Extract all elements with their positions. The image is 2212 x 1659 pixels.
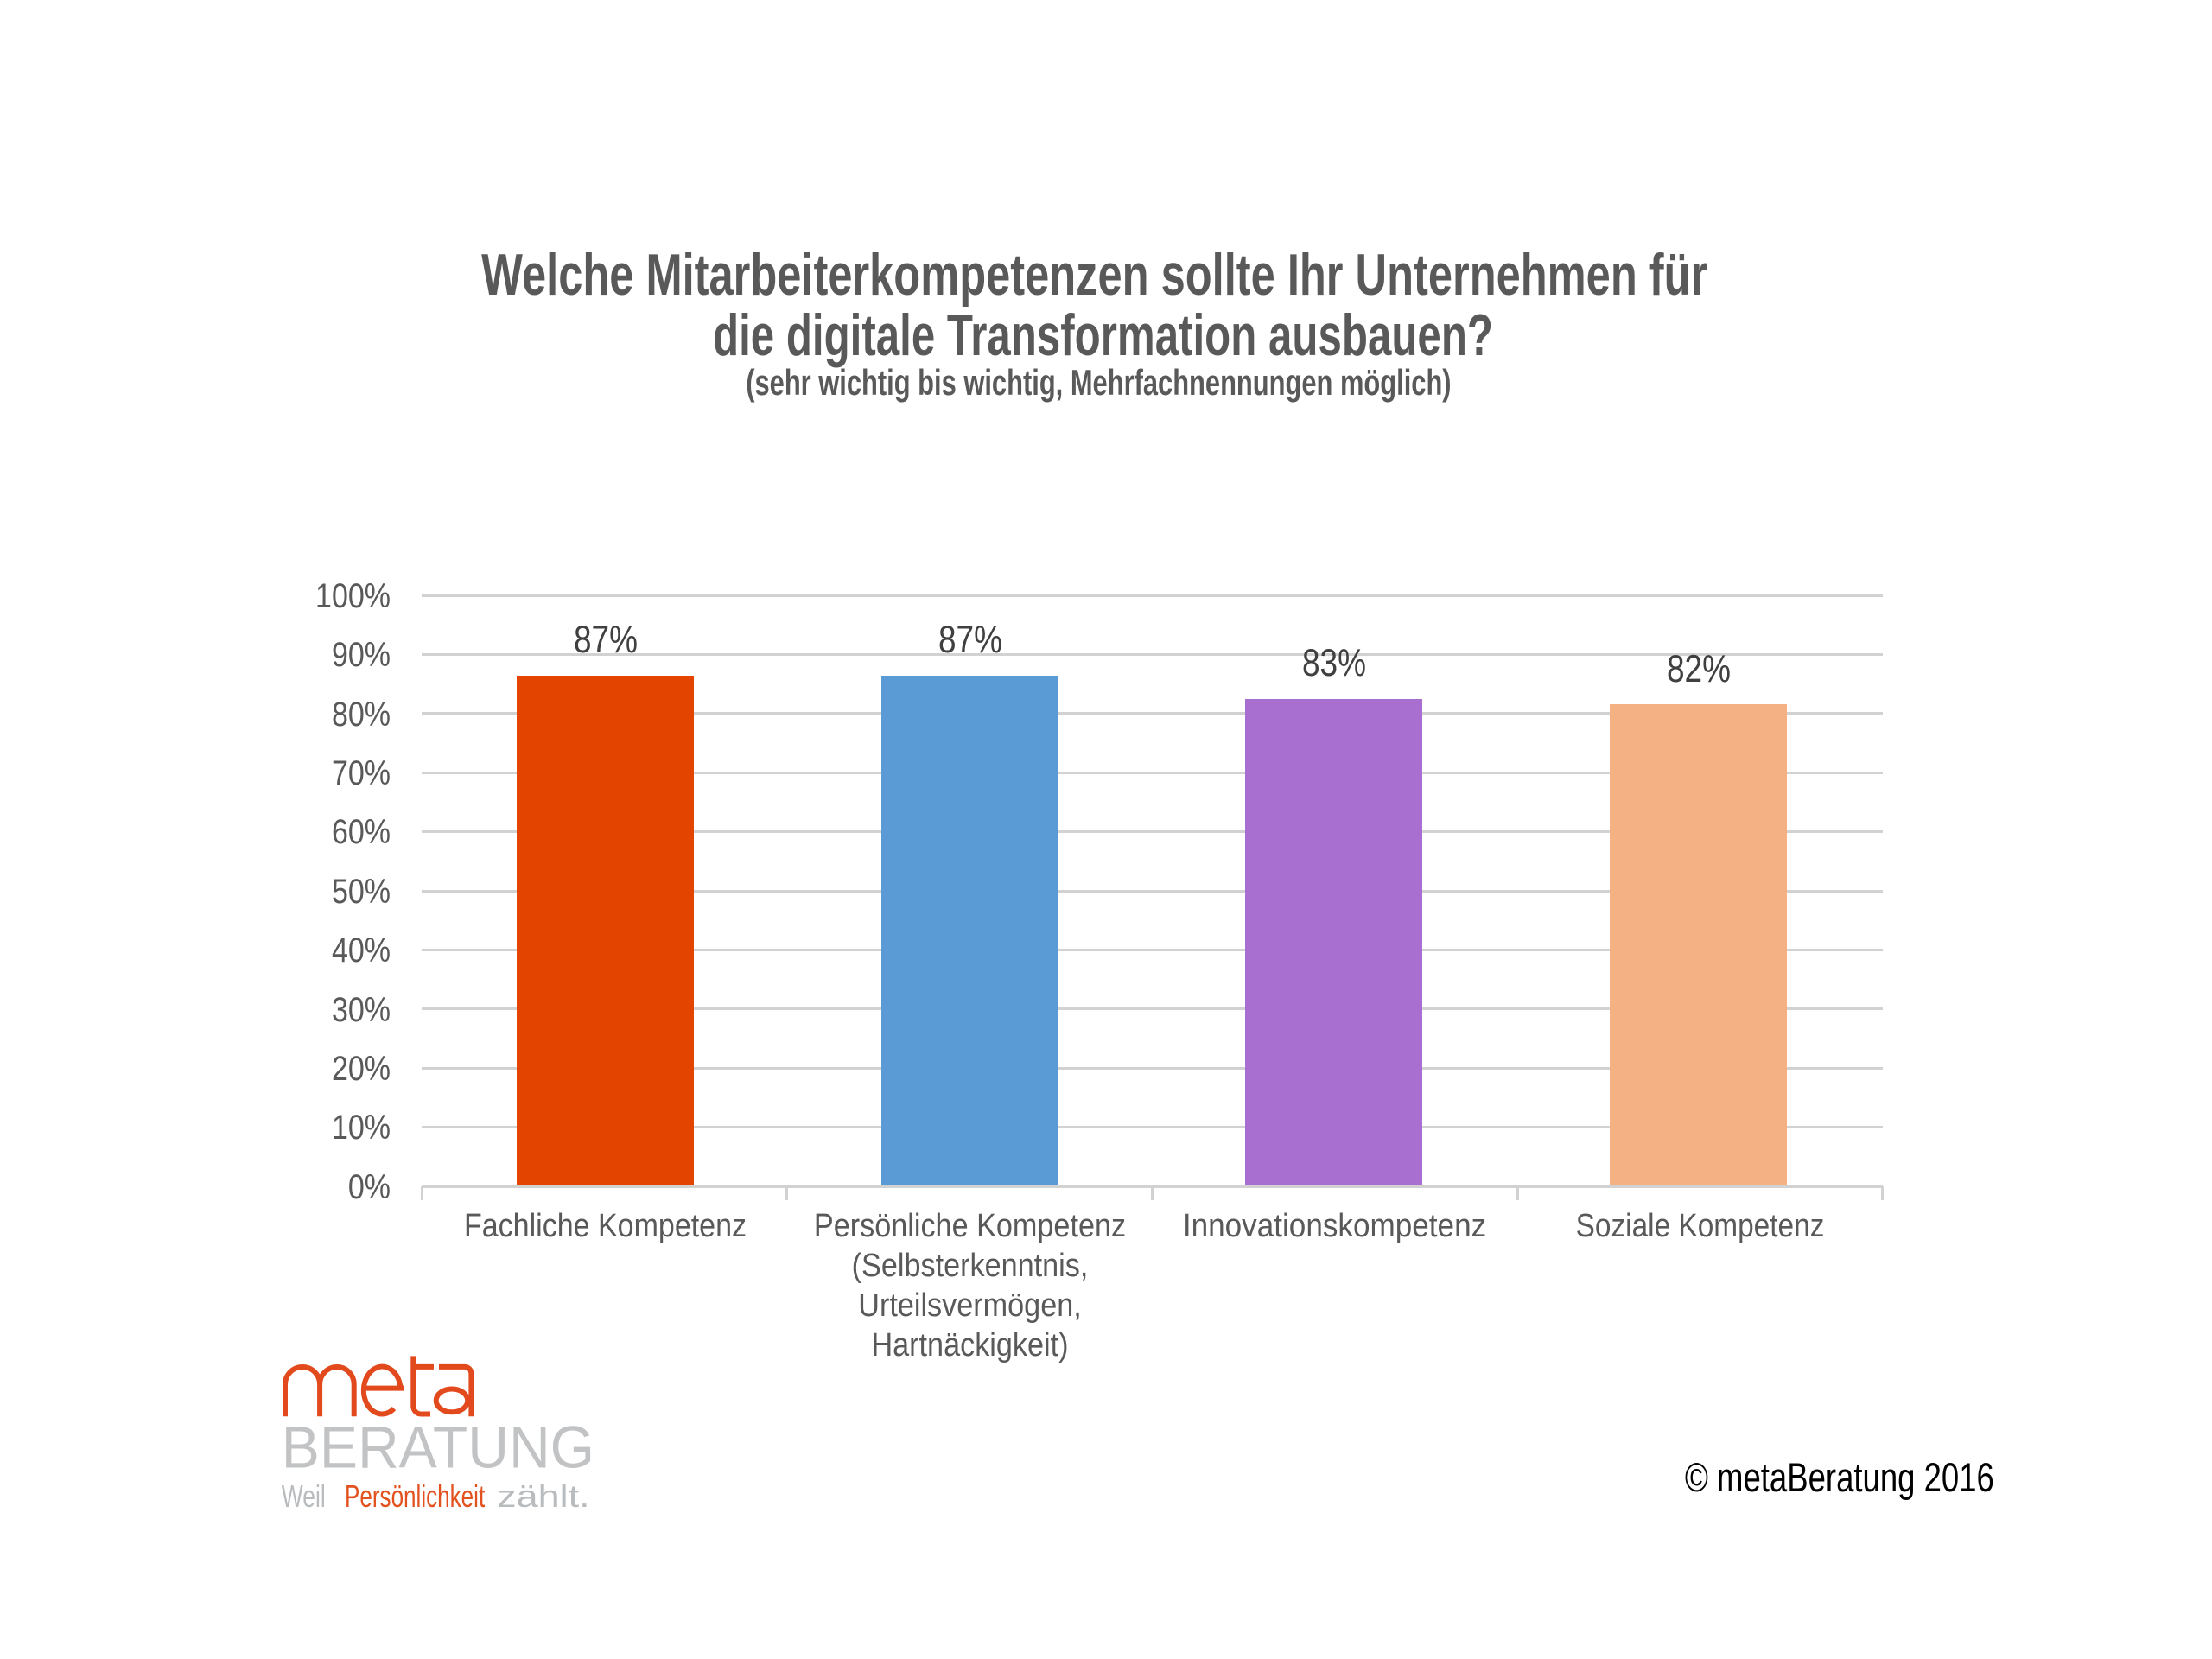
svg-text:BERATUNG: BERATUNG <box>282 1414 594 1480</box>
svg-text:Persönlichkeit: Persönlichkeit <box>345 1479 485 1514</box>
svg-text:zählt.: zählt. <box>497 1479 590 1514</box>
svg-text:Weil: Weil <box>282 1479 326 1514</box>
